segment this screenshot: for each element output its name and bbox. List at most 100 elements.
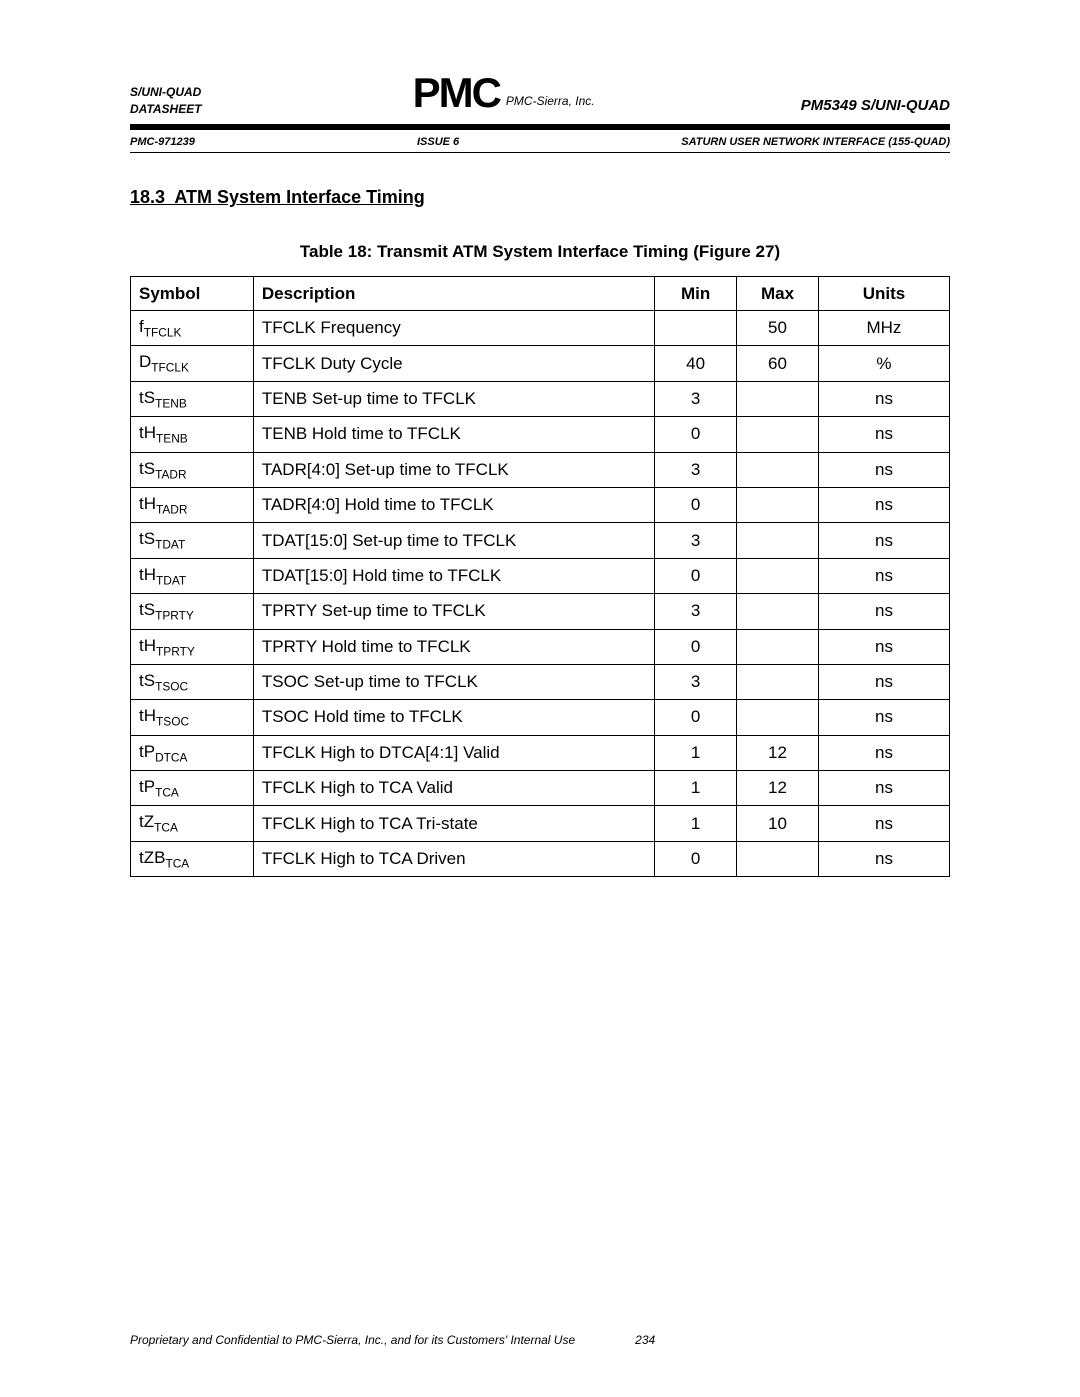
table-row: tHTPRTYTPRTY Hold time to TFCLK0ns <box>131 629 950 664</box>
doc-number: PMC-971239 <box>130 136 195 148</box>
symbol-main: tS <box>139 600 155 619</box>
header-thick-rule <box>130 124 950 130</box>
symbol-main: tH <box>139 565 156 584</box>
cell-units: % <box>818 346 949 381</box>
col-description: Description <box>253 277 654 311</box>
header-top: S/UNI-QUAD DATASHEET PMC PMC-Sierra, Inc… <box>130 70 950 118</box>
cell-units: ns <box>818 629 949 664</box>
cell-max: 12 <box>737 771 819 806</box>
cell-min: 40 <box>655 346 737 381</box>
cell-min <box>655 311 737 346</box>
cell-symbol: tHTADR <box>131 487 254 522</box>
symbol-subscript: TADR <box>155 467 187 481</box>
cell-min: 0 <box>655 841 737 876</box>
cell-description: TENB Set-up time to TFCLK <box>253 381 654 416</box>
symbol-subscript: TFCLK <box>151 361 189 375</box>
cell-symbol: tHTENB <box>131 417 254 452</box>
table-row: tSTENBTENB Set-up time to TFCLK3ns <box>131 381 950 416</box>
cell-min: 0 <box>655 700 737 735</box>
cell-description: TPRTY Hold time to TFCLK <box>253 629 654 664</box>
cell-units: ns <box>818 523 949 558</box>
cell-max: 50 <box>737 311 819 346</box>
symbol-subscript: TCA <box>154 821 178 835</box>
table-header-row: Symbol Description Min Max Units <box>131 277 950 311</box>
cell-units: ns <box>818 771 949 806</box>
cell-units: ns <box>818 735 949 770</box>
symbol-subscript: TADR <box>156 502 188 516</box>
cell-units: ns <box>818 664 949 699</box>
table-row: tHTDATTDAT[15:0] Hold time to TFCLK0ns <box>131 558 950 593</box>
cell-max <box>737 452 819 487</box>
cell-max <box>737 700 819 735</box>
cell-description: TFCLK High to TCA Tri-state <box>253 806 654 841</box>
issue-number: ISSUE 6 <box>417 136 459 148</box>
header-left: S/UNI-QUAD DATASHEET <box>130 84 202 118</box>
timing-table: Symbol Description Min Max Units fTFCLKT… <box>130 276 950 877</box>
cell-description: TDAT[15:0] Set-up time to TFCLK <box>253 523 654 558</box>
cell-symbol: tSTSOC <box>131 664 254 699</box>
cell-description: TDAT[15:0] Hold time to TFCLK <box>253 558 654 593</box>
cell-description: TADR[4:0] Set-up time to TFCLK <box>253 452 654 487</box>
cell-description: TADR[4:0] Hold time to TFCLK <box>253 487 654 522</box>
cell-max <box>737 664 819 699</box>
cell-min: 1 <box>655 806 737 841</box>
page-number: 234 <box>635 1333 655 1347</box>
table-row: fTFCLKTFCLK Frequency50MHz <box>131 311 950 346</box>
cell-symbol: tZTCA <box>131 806 254 841</box>
table-row: tZBTCATFCLK High to TCA Driven0ns <box>131 841 950 876</box>
symbol-main: tS <box>139 459 155 478</box>
footer-text: Proprietary and Confidential to PMC-Sier… <box>130 1333 575 1347</box>
cell-max <box>737 558 819 593</box>
cell-min: 1 <box>655 771 737 806</box>
symbol-main: tS <box>139 529 155 548</box>
table-row: tSTADR TADR[4:0] Set-up time to TFCLK3 ns <box>131 452 950 487</box>
header-thin-rule <box>130 152 950 153</box>
cell-description: TFCLK Duty Cycle <box>253 346 654 381</box>
cell-description: TENB Hold time to TFCLK <box>253 417 654 452</box>
cell-units: ns <box>818 700 949 735</box>
cell-description: TSOC Hold time to TFCLK <box>253 700 654 735</box>
table-row: tSTSOCTSOC Set-up time to TFCLK3ns <box>131 664 950 699</box>
header-meta: PMC-971239 ISSUE 6 SATURN USER NETWORK I… <box>130 136 950 148</box>
cell-min: 3 <box>655 664 737 699</box>
symbol-subscript: TPRTY <box>156 644 195 658</box>
header-product: S/UNI-QUAD <box>130 84 202 101</box>
cell-min: 0 <box>655 487 737 522</box>
symbol-main: D <box>139 352 151 371</box>
symbol-subscript: DTCA <box>155 750 187 764</box>
cell-description: TFCLK Frequency <box>253 311 654 346</box>
cell-max <box>737 417 819 452</box>
cell-description: TFCLK High to DTCA[4:1] Valid <box>253 735 654 770</box>
cell-units: ns <box>818 594 949 629</box>
table-row: tHTENBTENB Hold time to TFCLK0ns <box>131 417 950 452</box>
symbol-subscript: TPRTY <box>155 609 194 623</box>
symbol-main: tZB <box>139 848 165 867</box>
cell-units: ns <box>818 452 949 487</box>
cell-symbol: tZBTCA <box>131 841 254 876</box>
cell-max <box>737 487 819 522</box>
cell-min: 3 <box>655 452 737 487</box>
symbol-main: tH <box>139 706 156 725</box>
cell-symbol: tHTPRTY <box>131 629 254 664</box>
table-caption-text: Transmit ATM System Interface Timing (Fi… <box>377 242 780 261</box>
symbol-subscript: TENB <box>156 432 188 446</box>
cell-symbol: fTFCLK <box>131 311 254 346</box>
symbol-subscript: TSOC <box>155 679 188 693</box>
cell-units: ns <box>818 417 949 452</box>
cell-min: 3 <box>655 381 737 416</box>
header-part-number: PM5349 S/UNI-QUAD <box>801 97 950 114</box>
doc-title: SATURN USER NETWORK INTERFACE (155-QUAD) <box>681 136 950 148</box>
symbol-subscript: TFCLK <box>144 325 182 339</box>
cell-min: 1 <box>655 735 737 770</box>
cell-symbol: tSTENB <box>131 381 254 416</box>
cell-max <box>737 523 819 558</box>
col-min: Min <box>655 277 737 311</box>
logo: PMC PMC-Sierra, Inc. <box>413 72 595 114</box>
header-doctype: DATASHEET <box>130 101 202 118</box>
cell-min: 3 <box>655 523 737 558</box>
cell-symbol: DTFCLK <box>131 346 254 381</box>
symbol-subscript: TCA <box>155 785 179 799</box>
logo-text: PMC <box>413 72 500 114</box>
cell-symbol: tSTPRTY <box>131 594 254 629</box>
col-max: Max <box>737 277 819 311</box>
